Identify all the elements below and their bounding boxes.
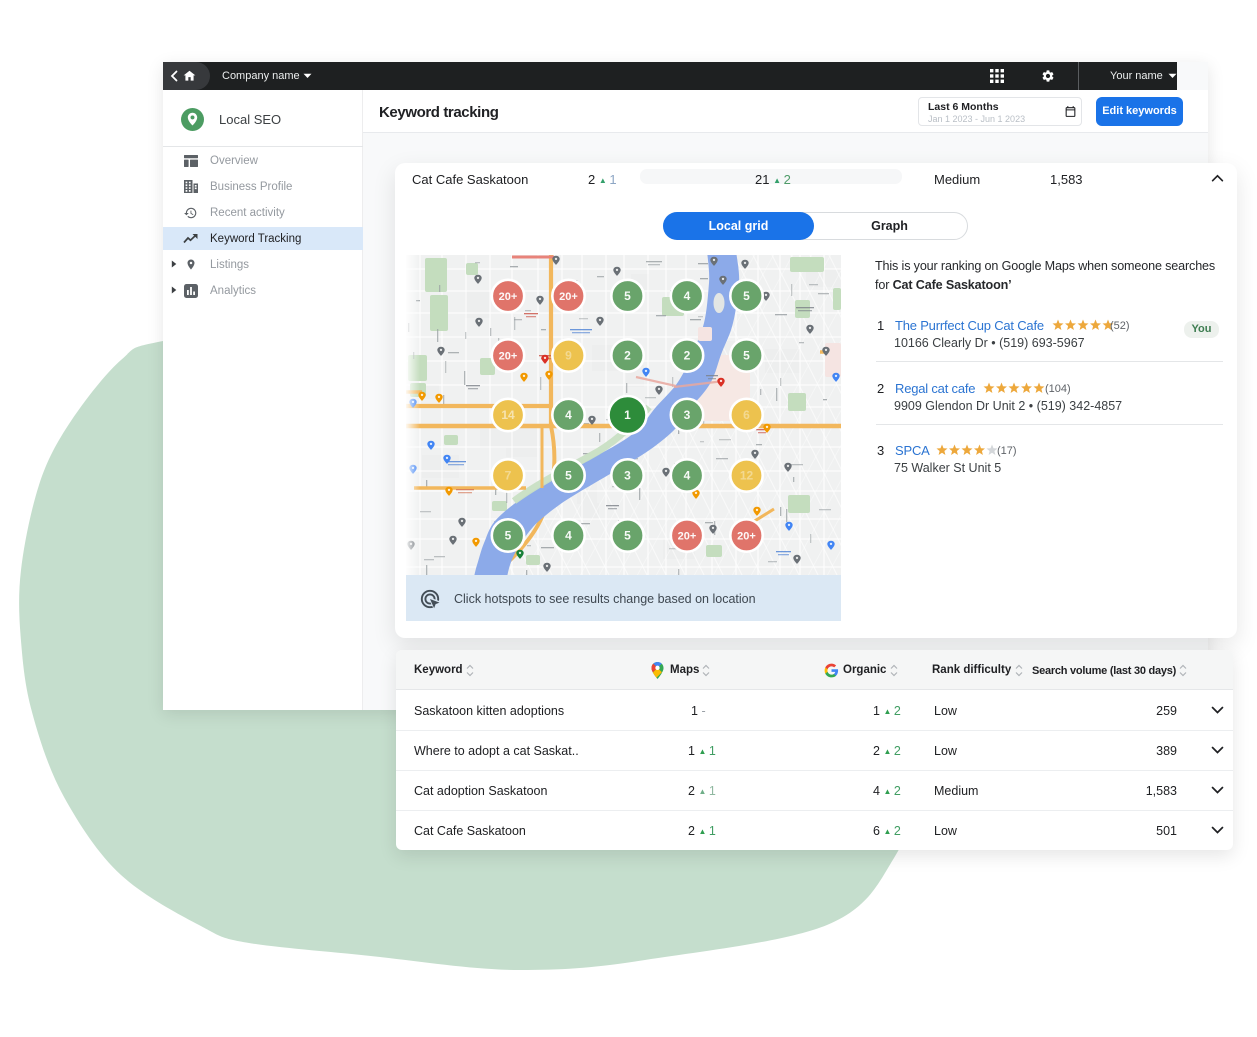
- svg-text:5: 5: [565, 469, 572, 483]
- svg-text:20+: 20+: [499, 351, 518, 363]
- svg-text:20+: 20+: [499, 291, 518, 303]
- svg-text:20+: 20+: [559, 291, 578, 303]
- svg-text:9: 9: [565, 349, 572, 363]
- svg-text:5: 5: [624, 529, 631, 543]
- svg-text:3: 3: [624, 469, 631, 483]
- svg-text:4: 4: [565, 529, 572, 543]
- svg-text:14: 14: [501, 408, 515, 422]
- svg-text:7: 7: [505, 469, 512, 483]
- svg-text:5: 5: [743, 349, 750, 363]
- svg-text:5: 5: [505, 529, 512, 543]
- svg-text:2: 2: [684, 349, 691, 363]
- svg-text:20+: 20+: [678, 531, 697, 543]
- svg-text:4: 4: [684, 289, 691, 303]
- svg-text:2: 2: [624, 349, 631, 363]
- svg-text:20+: 20+: [737, 531, 756, 543]
- svg-text:3: 3: [684, 408, 691, 422]
- svg-text:12: 12: [740, 469, 754, 483]
- svg-text:6: 6: [743, 408, 750, 422]
- svg-text:5: 5: [743, 289, 750, 303]
- svg-text:4: 4: [565, 408, 572, 422]
- svg-text:4: 4: [684, 469, 691, 483]
- svg-text:1: 1: [624, 408, 631, 422]
- svg-text:5: 5: [624, 289, 631, 303]
